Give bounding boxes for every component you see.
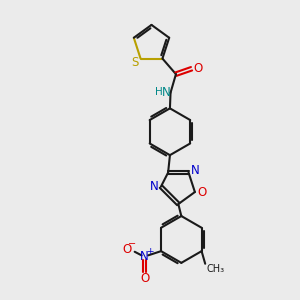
Text: S: S (131, 56, 139, 69)
Text: O: O (123, 242, 132, 256)
Text: O: O (197, 186, 207, 199)
Text: O: O (193, 61, 202, 75)
Text: CH₃: CH₃ (207, 264, 225, 274)
Text: N: N (140, 250, 149, 263)
Text: N: N (162, 85, 171, 99)
Text: −: − (128, 238, 136, 249)
Text: +: + (146, 247, 153, 256)
Text: H: H (155, 87, 163, 97)
Text: N: N (191, 164, 200, 177)
Text: N: N (150, 179, 159, 193)
Text: O: O (140, 272, 149, 285)
